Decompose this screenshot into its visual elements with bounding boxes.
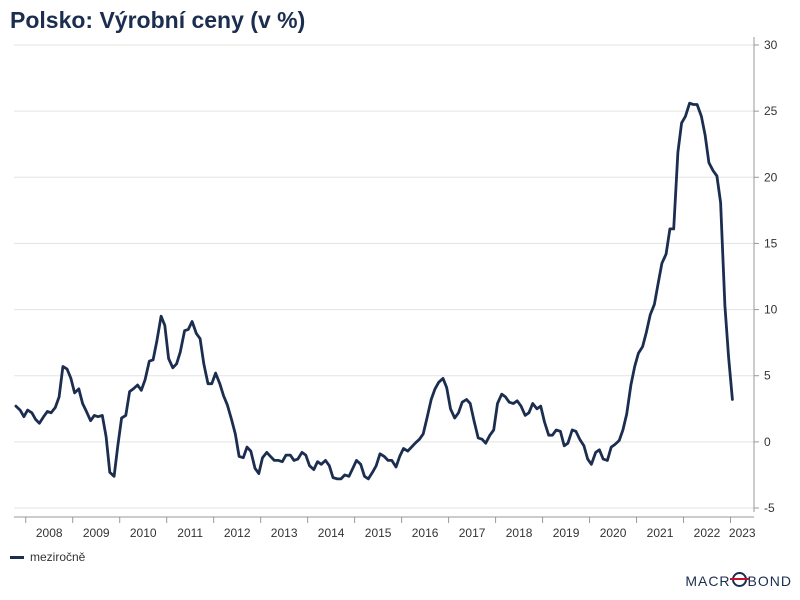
y-tick-label: 0 (764, 435, 771, 449)
x-tick-label: 2012 (224, 526, 251, 540)
x-tick-label: 2021 (647, 526, 674, 540)
brand-text-end: BOND (747, 573, 792, 589)
x-tick-label: 2015 (365, 526, 392, 540)
legend: meziročně (10, 550, 85, 564)
x-tick-label: 2017 (459, 526, 486, 540)
x-tick-label: 2008 (36, 526, 63, 540)
x-tick-label: 2010 (130, 526, 157, 540)
x-axis: 2008 2009 2010 2011 2012 2013 2014 2015 2016 2017… (14, 516, 756, 540)
legend-swatch (10, 555, 24, 559)
y-tick-label: 30 (764, 38, 778, 52)
x-tick-label: 2023 (729, 526, 756, 540)
x-tick-label: 2019 (553, 526, 580, 540)
x-tick-label: 2009 (83, 526, 110, 540)
y-tick-label: 20 (764, 170, 778, 184)
x-tick-label: 2016 (412, 526, 439, 540)
brand-o-icon (729, 572, 749, 587)
gridlines (14, 44, 754, 509)
chart-title: Polsko: Výrobní ceny (v %) (10, 7, 306, 33)
x-tick-label: 2011 (177, 526, 203, 540)
brand-text-start: MACR (685, 573, 731, 589)
legend-label: meziročně (30, 550, 86, 564)
x-tick-label: 2014 (318, 526, 345, 540)
y-tick-label: 25 (764, 104, 778, 118)
brand-logo: MACR BOND (685, 572, 792, 589)
x-tick-label: 2013 (271, 526, 298, 540)
y-axis: -5 0 5 10 15 20 25 30 (753, 37, 778, 515)
y-tick-label: 15 (764, 236, 778, 250)
x-tick-label: 2018 (506, 526, 533, 540)
x-tick-label: 2022 (694, 526, 721, 540)
y-tick-label: 10 (764, 303, 778, 317)
y-tick-label: 5 (764, 369, 771, 383)
series-layer (14, 101, 734, 481)
x-tick-label: 2020 (600, 526, 627, 540)
series-line (14, 101, 734, 481)
y-tick-label: -5 (764, 501, 775, 515)
